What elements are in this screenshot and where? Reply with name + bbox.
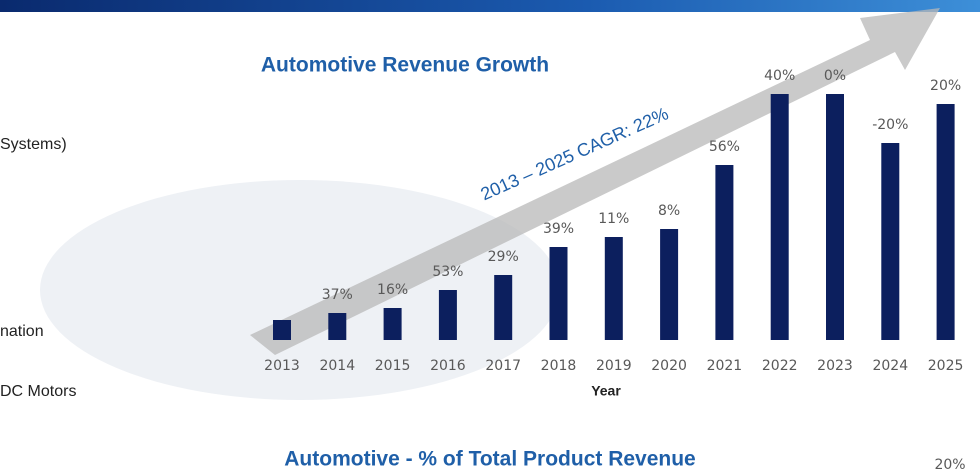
bar [826, 94, 844, 340]
x-tick-label: 2016 [430, 358, 466, 374]
x-tick-label: 2025 [928, 358, 964, 374]
x-tick-label: 2019 [596, 358, 632, 374]
bar [273, 320, 291, 340]
x-tick-label: 2021 [707, 358, 743, 374]
bar [770, 94, 789, 340]
bar [715, 165, 734, 340]
x-tick-label: 2023 [817, 358, 853, 374]
growth-label: 8% [658, 203, 680, 219]
x-tick-label: 2022 [762, 358, 798, 374]
growth-label: 16% [377, 282, 408, 298]
bar [383, 308, 402, 340]
x-tick-label: 2020 [651, 358, 687, 374]
bar [881, 143, 900, 340]
bar [604, 237, 623, 340]
x-tick-label: 2017 [485, 358, 521, 374]
car-image [40, 180, 560, 400]
bar [328, 313, 347, 340]
x-tick-label: 2018 [541, 358, 577, 374]
x-tick-label: 2013 [264, 358, 300, 374]
growth-label: 29% [488, 249, 519, 265]
bar [494, 275, 513, 340]
bar [438, 290, 457, 340]
second-chart-title: Automotive - % of Total Product Revenue [284, 448, 695, 471]
growth-label: 39% [543, 221, 574, 237]
x-axis-title: Year [591, 383, 621, 399]
second-chart-label: 20% [934, 457, 965, 473]
bar [660, 229, 679, 340]
growth-arrow [250, 8, 940, 355]
growth-label: -20% [872, 117, 908, 133]
x-tick-label: 2014 [319, 358, 355, 374]
growth-label: 56% [709, 139, 740, 155]
left-text: nation [0, 323, 44, 340]
growth-label: 11% [598, 211, 629, 227]
bar [936, 104, 955, 340]
x-tick-label: 2024 [872, 358, 908, 374]
growth-label: 40% [764, 68, 795, 84]
growth-label: 53% [432, 264, 463, 280]
header-band [0, 0, 980, 12]
left-text: Systems) [0, 136, 67, 153]
x-tick-label: 2015 [375, 358, 411, 374]
left-text: DC Motors [0, 383, 76, 400]
chart-title: Automotive Revenue Growth [261, 54, 549, 77]
growth-label: 37% [322, 287, 353, 303]
bar [549, 247, 568, 340]
growth-label: 20% [930, 78, 961, 94]
growth-label: 0% [824, 68, 846, 84]
